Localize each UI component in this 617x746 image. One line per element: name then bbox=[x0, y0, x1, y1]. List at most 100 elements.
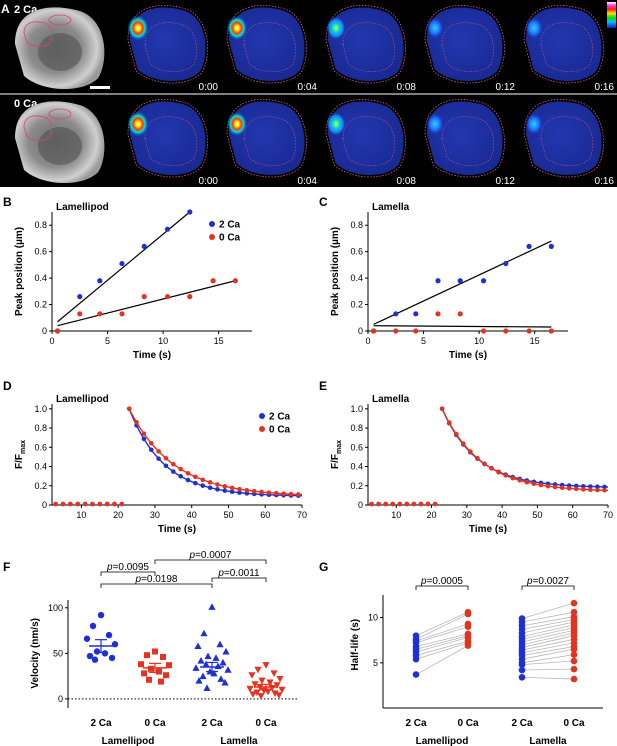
paired-line bbox=[521, 621, 575, 634]
data-point bbox=[219, 658, 227, 666]
data-point bbox=[119, 260, 125, 267]
data-point bbox=[531, 481, 537, 487]
data-point bbox=[413, 311, 419, 317]
paired-line bbox=[521, 654, 575, 664]
data-point bbox=[171, 461, 176, 467]
data-point bbox=[266, 490, 272, 495]
data-point bbox=[119, 501, 125, 507]
data-point bbox=[156, 456, 161, 461]
paired-line bbox=[521, 619, 575, 630]
data-point bbox=[503, 260, 509, 267]
paired-line bbox=[415, 635, 469, 650]
y-axis-title: Peak position (µm) bbox=[330, 227, 341, 316]
data-point bbox=[489, 466, 494, 471]
timestamp: 0:04 bbox=[298, 176, 318, 187]
data-point bbox=[77, 294, 83, 300]
grey-cell-nucleus bbox=[38, 33, 82, 71]
data-point bbox=[164, 226, 171, 232]
paired-line bbox=[415, 637, 469, 653]
chart-title: Lamellipod bbox=[56, 202, 109, 213]
data-point bbox=[210, 669, 218, 677]
p-value: =0.0005 bbox=[427, 576, 464, 587]
timestamp: 0:00 bbox=[199, 82, 219, 93]
calcium-hotspot bbox=[524, 16, 544, 40]
cell-outline-dotted bbox=[127, 5, 208, 84]
data-point bbox=[82, 501, 88, 507]
p-value-label: p=0.0027 bbox=[526, 576, 569, 587]
paired-line bbox=[521, 638, 575, 651]
data-point bbox=[60, 501, 66, 507]
paired-line bbox=[521, 629, 575, 643]
significance-bracket bbox=[521, 585, 575, 590]
legend-marker bbox=[209, 234, 215, 240]
paired-line bbox=[415, 640, 469, 656]
x-tick-label: 5 bbox=[421, 336, 426, 346]
data-point bbox=[178, 473, 183, 479]
data-point bbox=[259, 489, 264, 495]
data-point bbox=[432, 501, 438, 507]
p-symbol: p bbox=[135, 574, 142, 585]
data-point bbox=[217, 675, 225, 682]
data-point bbox=[54, 328, 61, 334]
data-point bbox=[166, 662, 172, 669]
data-point bbox=[464, 608, 472, 616]
x-tick-label: 0 bbox=[49, 336, 54, 346]
data-point bbox=[97, 278, 103, 284]
x-tick-label: 15 bbox=[530, 336, 540, 346]
data-point bbox=[254, 666, 262, 674]
data-point bbox=[518, 666, 526, 674]
x-axis-title: Time (s) bbox=[469, 524, 507, 535]
data-point bbox=[435, 278, 441, 284]
data-point bbox=[552, 484, 558, 490]
data-point bbox=[86, 652, 94, 660]
data-point bbox=[222, 647, 230, 655]
roi-outline bbox=[48, 14, 72, 26]
data-point bbox=[369, 501, 374, 507]
chart-g-half-life: 5 10 Half-life (s) 2 Ca 0 Ca 2 Ca 0 Ca Lamellip… bbox=[350, 576, 603, 746]
legend-label: 0 Ca bbox=[219, 233, 241, 244]
data-point bbox=[192, 664, 200, 671]
data-point bbox=[138, 661, 144, 668]
calcium-hotspot bbox=[127, 15, 149, 41]
panel-b-label: B bbox=[3, 195, 12, 209]
x-category-label: 0 Ca bbox=[457, 718, 479, 729]
data-point bbox=[281, 491, 286, 496]
data-point bbox=[207, 480, 213, 485]
data-point bbox=[570, 675, 578, 683]
data-point bbox=[390, 501, 396, 507]
data-point bbox=[266, 679, 274, 687]
calcium-frame-cell bbox=[328, 101, 404, 175]
data-point bbox=[251, 681, 259, 688]
color-lookup-bar bbox=[607, 2, 616, 28]
paired-line bbox=[415, 613, 469, 640]
data-point bbox=[278, 686, 286, 694]
y-tick-label: 0.8 bbox=[350, 423, 363, 433]
data-point bbox=[570, 608, 578, 616]
data-point bbox=[148, 665, 154, 672]
group-label: Lamella bbox=[529, 736, 567, 746]
x-category-label: 2 Ca bbox=[511, 718, 533, 729]
data-point bbox=[480, 278, 487, 284]
data-point bbox=[163, 463, 169, 469]
paired-line bbox=[415, 611, 469, 637]
p-value-label: p=0.0007 bbox=[189, 550, 232, 561]
data-point bbox=[251, 488, 257, 494]
data-point bbox=[457, 278, 463, 284]
data-point bbox=[404, 501, 410, 507]
data-point bbox=[126, 406, 132, 412]
x-tick-label: 60 bbox=[568, 510, 578, 520]
data-point bbox=[237, 486, 242, 492]
data-point bbox=[570, 657, 578, 665]
data-point bbox=[249, 691, 257, 698]
chart-f-velocity: 0 50 100 Velocity (nm/s) 2 Ca 0 Ca 2 Ca 0 Ca Lam… bbox=[30, 550, 298, 746]
data-point bbox=[146, 676, 152, 683]
y-axis-title: Peak position (µm) bbox=[14, 227, 25, 316]
data-point bbox=[97, 611, 105, 619]
y-tick-label: 0.4 bbox=[34, 462, 47, 472]
legend-marker bbox=[259, 426, 265, 432]
x-tick-label: 40 bbox=[187, 510, 197, 520]
roi-outline bbox=[48, 108, 72, 120]
data-point bbox=[222, 488, 228, 493]
paired-line bbox=[415, 623, 469, 642]
calcium-frame-cell bbox=[130, 101, 206, 175]
